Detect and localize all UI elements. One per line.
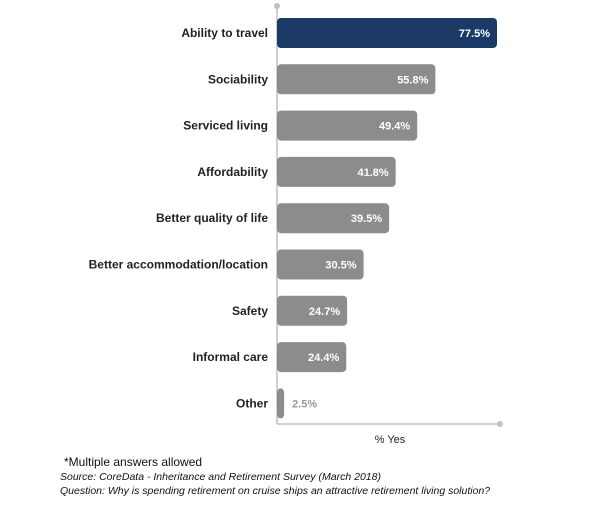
question-note: Question: Why is spending retirement on … [60,485,491,497]
value-label: 24.4% [308,352,339,364]
x-axis-end-marker [497,421,503,427]
x-axis-label: % Yes [375,434,406,446]
value-label: 49.4% [379,121,410,133]
value-label: 2.5% [292,398,317,410]
value-label: 24.7% [309,306,340,318]
bar [277,203,390,234]
category-label: Better accommodation/location [89,258,268,272]
category-label: Serviced living [183,119,268,133]
source-note: Source: CoreData - Inheritance and Retir… [60,471,381,483]
category-label: Sociability [208,72,268,86]
value-label: 77.5% [459,28,490,40]
value-label: 39.5% [351,213,382,225]
category-label: Ability to travel [181,26,268,40]
category-label: Safety [232,304,268,318]
value-label: 55.8% [397,74,428,86]
footnotes: *Multiple answers allowed Source: CoreDa… [60,455,590,498]
bar [277,110,418,141]
category-label: Informal care [193,350,269,364]
category-label: Other [236,396,268,410]
bar [277,388,285,419]
value-label: 30.5% [325,260,356,272]
multiple-answers-note: *Multiple answers allowed [64,455,203,469]
category-label: Better quality of life [156,211,268,225]
y-axis-end-marker [274,3,280,9]
value-label: 41.8% [357,167,388,179]
bar [277,249,364,280]
bar [277,18,497,48]
bar [277,295,348,326]
bar-chart: Ability to travel 77.5% Sociability 55.8% Se… [89,3,503,446]
bar [277,342,347,373]
category-label: Affordability [197,165,268,179]
bar [277,156,396,187]
bar [277,64,436,95]
